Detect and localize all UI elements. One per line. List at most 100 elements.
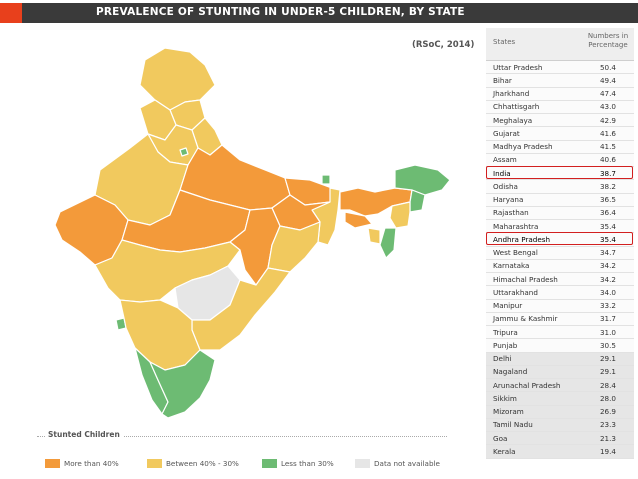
table-row: Bihar 49.4 bbox=[486, 74, 634, 88]
cell-state-name: Manipur bbox=[493, 301, 523, 311]
table-row: Mizoram 26.9 bbox=[486, 405, 634, 419]
table-row: Chhattisgarh 43.0 bbox=[486, 100, 634, 114]
cell-state-value: 42.9 bbox=[599, 115, 616, 125]
cell-state-name: Odisha bbox=[493, 181, 518, 191]
table-header: States Numbers in Percentage bbox=[486, 28, 634, 61]
table-row: Jammu & Kashmir 31.7 bbox=[486, 312, 634, 326]
map-legend: Stunted Children More than 40% Between 4… bbox=[37, 430, 447, 477]
cell-state-name: Haryana bbox=[493, 195, 524, 205]
table-row: Meghalaya 42.9 bbox=[486, 114, 634, 128]
table-row: Gujarat 41.6 bbox=[486, 127, 634, 141]
col-header-percentage: Numbers in Percentage bbox=[582, 28, 634, 60]
title-bar: PREVALENCE OF STUNTING IN UNDER-5 CHILDR… bbox=[0, 3, 638, 23]
table-row: Maharashtra 35.4 bbox=[486, 220, 634, 234]
cell-state-name: Madhya Pradesh bbox=[493, 142, 553, 152]
page-title: PREVALENCE OF STUNTING IN UNDER-5 CHILDR… bbox=[96, 6, 465, 18]
state-nagaland bbox=[409, 189, 426, 213]
cell-state-value: 41.6 bbox=[599, 128, 616, 138]
col-header-percentage-line1: Numbers in bbox=[587, 32, 629, 40]
cell-state-value: 31.0 bbox=[599, 327, 616, 337]
cell-state-value: 23.3 bbox=[599, 420, 616, 430]
legend-item-na: Data not available bbox=[355, 459, 440, 468]
state-andhra-pradesh bbox=[191, 267, 291, 351]
cell-state-name: Jharkhand bbox=[493, 89, 530, 99]
table-row: West Bengal 34.7 bbox=[486, 246, 634, 260]
table-row: Punjab 30.5 bbox=[486, 339, 634, 353]
cell-state-name: Uttarakhand bbox=[493, 287, 538, 297]
cell-state-name: Tripura bbox=[493, 327, 518, 337]
cell-state-name: Gujarat bbox=[493, 128, 520, 138]
table-row: Kerala 19.4 bbox=[486, 445, 634, 459]
table-row: Uttar Pradesh 50.4 bbox=[486, 61, 634, 75]
cell-state-name: Kerala bbox=[493, 446, 516, 456]
cell-state-value: 31.7 bbox=[599, 314, 616, 324]
state-tripura bbox=[367, 227, 381, 245]
table-row: Karnataka 34.2 bbox=[486, 259, 634, 273]
cell-state-value: 49.4 bbox=[599, 75, 616, 85]
cell-state-value: 36.5 bbox=[599, 195, 616, 205]
cell-state-value: 33.2 bbox=[599, 301, 616, 311]
table-row: Madhya Pradesh 41.5 bbox=[486, 140, 634, 154]
india-map bbox=[54, 47, 451, 419]
cell-state-name: Goa bbox=[493, 433, 508, 443]
table-row: Delhi 29.1 bbox=[486, 352, 634, 366]
cell-state-name: Himachal Pradesh bbox=[493, 274, 558, 284]
table-row: Assam 40.6 bbox=[486, 153, 634, 167]
table-body: Uttar Pradesh 50.4 Bihar 49.4 Jharkhand 47.4 C… bbox=[486, 61, 634, 459]
cell-state-name: Tamil Nadu bbox=[493, 420, 533, 430]
legend-item-low: Less than 30% bbox=[262, 459, 334, 468]
cell-state-name: Mizoram bbox=[493, 407, 524, 417]
table-row: Rajasthan 36.4 bbox=[486, 206, 634, 220]
cell-state-value: 28.0 bbox=[599, 393, 616, 403]
state-manipur bbox=[389, 201, 411, 229]
col-header-states: States bbox=[493, 38, 516, 46]
table-row: Manipur 33.2 bbox=[486, 299, 634, 313]
state-odisha bbox=[267, 221, 321, 273]
cell-state-value: 19.4 bbox=[599, 446, 616, 456]
cell-state-value: 28.4 bbox=[599, 380, 616, 390]
legend-title: Stunted Children bbox=[45, 430, 123, 439]
state-table: States Numbers in Percentage Uttar Prade… bbox=[486, 28, 634, 459]
cell-state-value: 50.4 bbox=[599, 62, 616, 72]
cell-state-value: 26.9 bbox=[599, 407, 616, 417]
cell-state-value: 29.1 bbox=[599, 354, 616, 364]
table-row: Himachal Pradesh 34.2 bbox=[486, 273, 634, 287]
table-row: Sikkim 28.0 bbox=[486, 392, 634, 406]
state-tamil-nadu bbox=[149, 349, 216, 419]
legend-label-na: Data not available bbox=[374, 459, 440, 468]
table-row: Nagaland 29.1 bbox=[486, 365, 634, 379]
cell-state-name: Punjab bbox=[493, 340, 518, 350]
table-row: Arunachal Pradesh 28.4 bbox=[486, 379, 634, 393]
table-row: Goa 21.3 bbox=[486, 432, 634, 446]
legend-item-mid: Between 40% - 30% bbox=[147, 459, 239, 468]
legend-swatch-mid bbox=[147, 459, 162, 468]
col-header-percentage-line2: Percentage bbox=[588, 41, 628, 49]
cell-state-name: Arunachal Pradesh bbox=[493, 380, 561, 390]
cell-state-name: Rajasthan bbox=[493, 208, 529, 218]
title-accent bbox=[0, 3, 22, 23]
cell-state-value: 41.5 bbox=[599, 142, 616, 152]
cell-state-name: Uttar Pradesh bbox=[493, 62, 543, 72]
legend-label-high: More than 40% bbox=[64, 459, 119, 468]
table-row: Andhra Pradesh 35.4 bbox=[486, 232, 634, 247]
legend-label-mid: Between 40% - 30% bbox=[166, 459, 239, 468]
legend-item-high: More than 40% bbox=[45, 459, 119, 468]
table-row: Haryana 36.5 bbox=[486, 193, 634, 207]
cell-state-value: 21.3 bbox=[599, 433, 616, 443]
state-sikkim bbox=[321, 174, 331, 185]
cell-state-name: Andhra Pradesh bbox=[493, 234, 551, 244]
cell-state-value: 38.7 bbox=[599, 168, 616, 178]
cell-state-value: 43.0 bbox=[599, 102, 616, 112]
legend-swatch-high bbox=[45, 459, 60, 468]
cell-state-value: 40.6 bbox=[599, 155, 616, 165]
table-row: India 38.7 bbox=[486, 166, 634, 181]
state-delhi bbox=[179, 147, 189, 157]
cell-state-name: Chhattisgarh bbox=[493, 102, 540, 112]
legend-swatch-na bbox=[355, 459, 370, 468]
cell-state-name: Meghalaya bbox=[493, 115, 533, 125]
state-mizoram bbox=[379, 227, 397, 259]
cell-state-value: 34.2 bbox=[599, 274, 616, 284]
table-row: Jharkhand 47.4 bbox=[486, 87, 634, 101]
cell-state-name: Assam bbox=[493, 155, 517, 165]
cell-state-name: India bbox=[493, 168, 511, 178]
